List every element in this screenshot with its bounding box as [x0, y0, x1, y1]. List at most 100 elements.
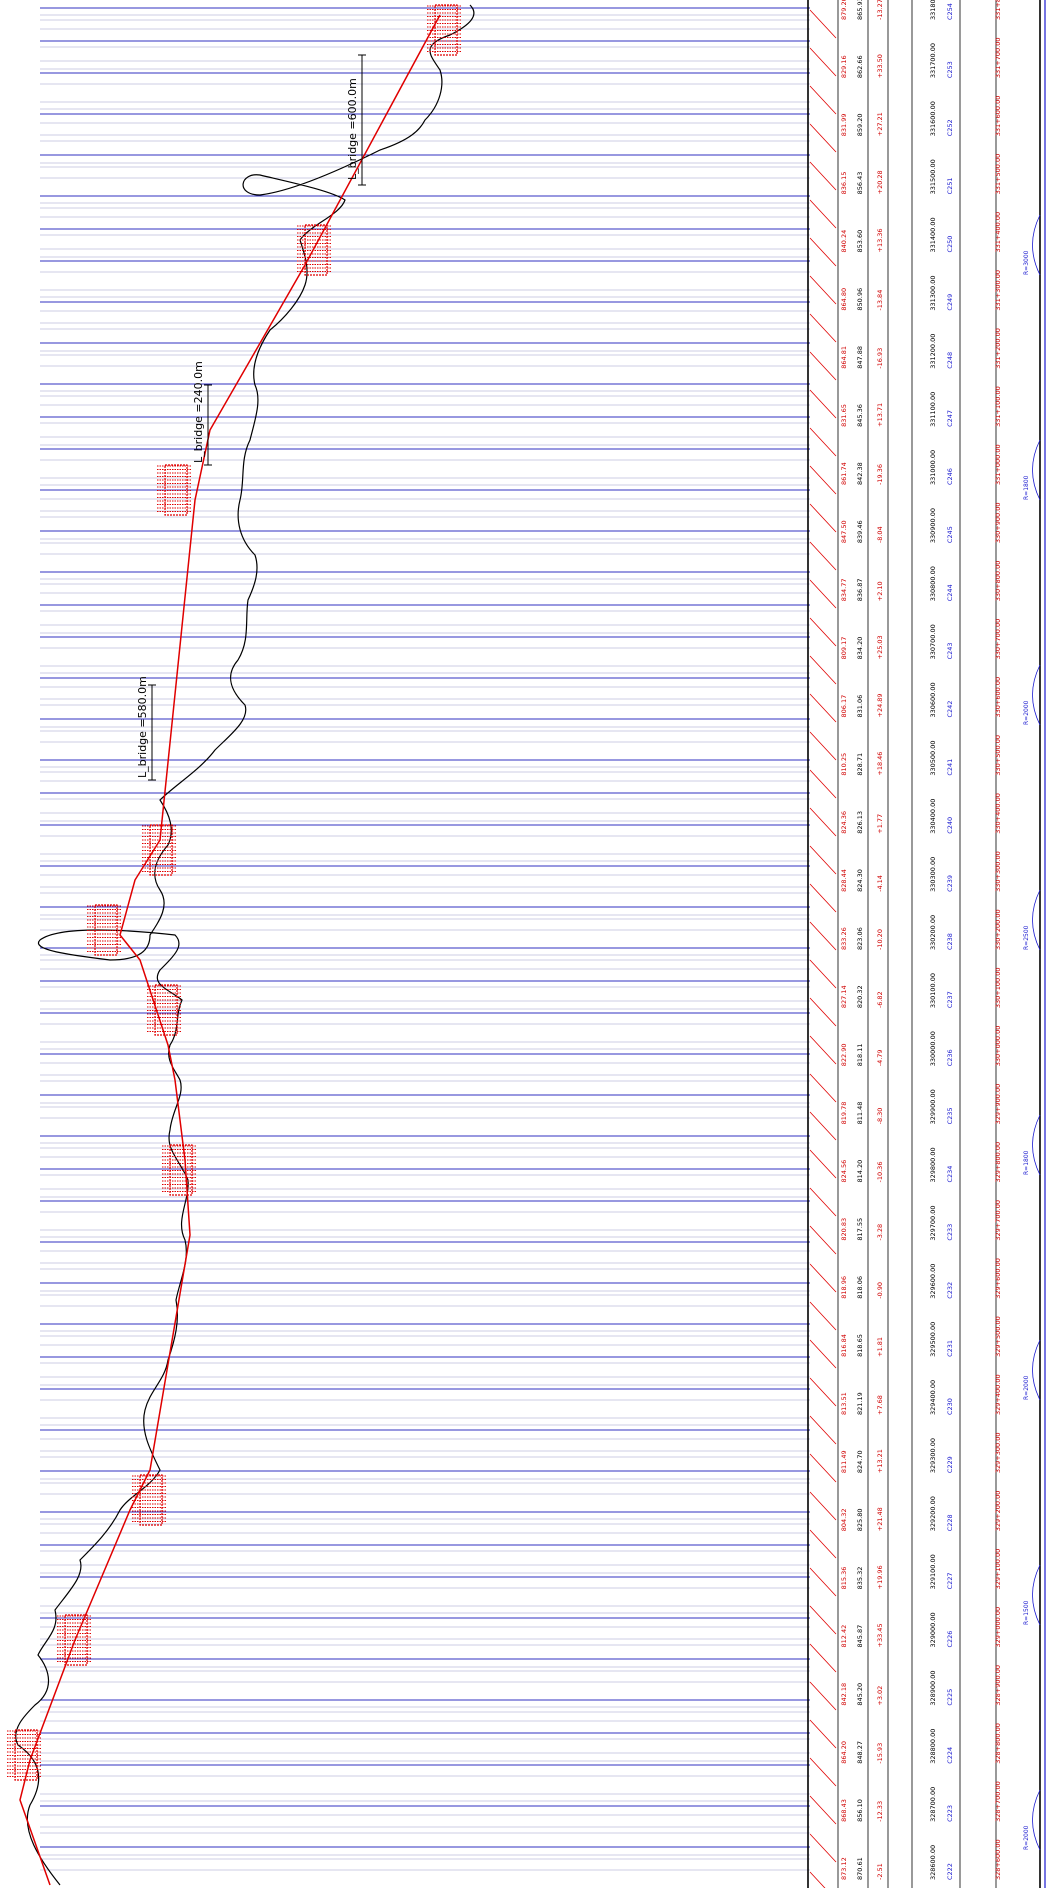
design-elev-cell: 824.30: [856, 869, 864, 892]
ground-elev-cell: 819.78: [840, 1102, 848, 1125]
design-elev-cell: 818.65: [856, 1334, 864, 1357]
station-id-cell: C245: [946, 526, 954, 543]
ground-elev-cell: 868.43: [840, 1799, 848, 1822]
station-id-cell: C253: [946, 61, 954, 78]
design-elev-cell: 823.06: [856, 927, 864, 950]
chainage-cell: 330300.00: [929, 857, 937, 892]
ground-elev-cell: 873.12: [840, 1857, 848, 1880]
chainage-cell: 329900.00: [929, 1089, 937, 1124]
curve-note: R=1500: [1023, 1600, 1030, 1625]
station-id-cell: C254: [946, 3, 954, 20]
chainage-cell: 329400.00: [929, 1380, 937, 1415]
curve-note: R=2000: [1023, 1825, 1030, 1850]
station-id-cell: C233: [946, 1224, 954, 1241]
cut-fill-cell: +7.68: [876, 1395, 884, 1415]
km-cell: 331+600.00: [994, 96, 1002, 137]
ground-elev-cell: 834.77: [840, 579, 848, 602]
station-id-cell: C243: [946, 642, 954, 659]
cut-fill-cell: +1.77: [876, 814, 884, 834]
curve-symbol: [1032, 1789, 1041, 1851]
km-cell: 330+600.00: [994, 677, 1002, 718]
cut-fill-cell: -13.27: [876, 0, 884, 20]
curve-note: R=1800: [1023, 1150, 1030, 1175]
km-cell: 331+800.00: [994, 0, 1002, 20]
design-elev-cell: 856.43: [856, 172, 864, 195]
station-id-cell: C246: [946, 468, 954, 485]
km-cell: 329+200.00: [994, 1491, 1002, 1532]
curve-symbol: [1032, 214, 1041, 276]
cut-fill-cell: +25.03: [876, 635, 884, 659]
chainage-cell: 330900.00: [929, 508, 937, 543]
chainage-cell: 329300.00: [929, 1438, 937, 1473]
cut-fill-cell: -4.79: [876, 1049, 884, 1066]
station-id-cell: C229: [946, 1456, 954, 1473]
structure-marker: [7, 1729, 41, 1781]
km-cell: 331+300.00: [994, 270, 1002, 311]
ground-elev-cell: 879.20: [840, 0, 848, 20]
structure-marker: [162, 1144, 196, 1196]
ground-elev-cell: 809.17: [840, 637, 848, 660]
station-id-cell: C247: [946, 410, 954, 427]
cut-fill-cell: +24.89: [876, 693, 884, 717]
km-cell: 330+500.00: [994, 735, 1002, 776]
structure-marker: [142, 824, 176, 876]
cut-fill-cell: +33.45: [876, 1623, 884, 1647]
station-id-cell: C251: [946, 177, 954, 194]
km-cell: 330+800.00: [994, 561, 1002, 602]
cut-fill-cell: +13.36: [876, 228, 884, 252]
design-elev-cell: 856.10: [856, 1799, 864, 1822]
cut-fill-cell: -12.33: [876, 1801, 884, 1822]
cut-fill-cell: +3.02: [876, 1686, 884, 1706]
cut-fill-cell: -19.36: [876, 464, 884, 485]
structure-marker: [297, 224, 331, 276]
cut-fill-cell: +33.50: [876, 54, 884, 78]
ground-elev-cell: 813.51: [840, 1392, 848, 1415]
cut-fill-cell: -10.36: [876, 1162, 884, 1183]
km-cell: 329+900.00: [994, 1084, 1002, 1125]
station-id-cell: C250: [946, 236, 954, 253]
chainage-cell: 331100.00: [929, 392, 937, 427]
cut-fill-cell: +1.81: [876, 1337, 884, 1357]
station-id-cell: C227: [946, 1572, 954, 1589]
design-elev-cell: 862.66: [856, 55, 864, 78]
chainage-cell: 330600.00: [929, 682, 937, 717]
station-id-cell: C241: [946, 759, 954, 776]
km-cell: 329+600.00: [994, 1258, 1002, 1299]
station-id-cell: C232: [946, 1282, 954, 1299]
station-id-cell: C239: [946, 875, 954, 892]
station-id-cell: C234: [946, 1166, 954, 1183]
station-id-cell: C230: [946, 1398, 954, 1415]
chainage-cell: 331600.00: [929, 101, 937, 136]
design-elev-cell: 811.48: [856, 1102, 864, 1125]
structure-marker: [132, 1474, 166, 1526]
ground-elev-cell: 818.96: [840, 1276, 848, 1299]
design-elev-cell: 848.27: [856, 1741, 864, 1764]
chainage-cell: 328600.00: [929, 1845, 937, 1880]
design-elev-cell: 865.93: [856, 0, 864, 20]
ground-elev-cell: 836.15: [840, 172, 848, 195]
design-elev-cell: 836.87: [856, 579, 864, 602]
ground-elev-cell: 810.25: [840, 753, 848, 776]
curve-note: R=1800: [1023, 475, 1030, 500]
chainage-cell: 331800.00: [929, 0, 937, 20]
km-cell: 329+100.00: [994, 1549, 1002, 1590]
curve-note: R=2000: [1023, 700, 1030, 725]
station-id-cell: C222: [946, 1863, 954, 1880]
km-cell: 329+400.00: [994, 1374, 1002, 1415]
chainage-cell: 328900.00: [929, 1670, 937, 1705]
ground-elev-cell: 806.17: [840, 695, 848, 718]
station-id-cell: C244: [946, 584, 954, 601]
design-elev-cell: 850.96: [856, 288, 864, 311]
chainage-cell: 331400.00: [929, 217, 937, 252]
ground-elev-cell: 847.50: [840, 520, 848, 543]
km-cell: 330+700.00: [994, 619, 1002, 660]
ground-elev-cell: 816.84: [840, 1334, 848, 1357]
chainage-cell: 330700.00: [929, 624, 937, 659]
cut-fill-cell: -13.84: [876, 290, 884, 311]
structure-marker: [57, 1614, 91, 1666]
cut-fill-cell: +19.96: [876, 1565, 884, 1589]
design-elev-cell: 845.87: [856, 1625, 864, 1648]
km-cell: 329+700.00: [994, 1200, 1002, 1241]
